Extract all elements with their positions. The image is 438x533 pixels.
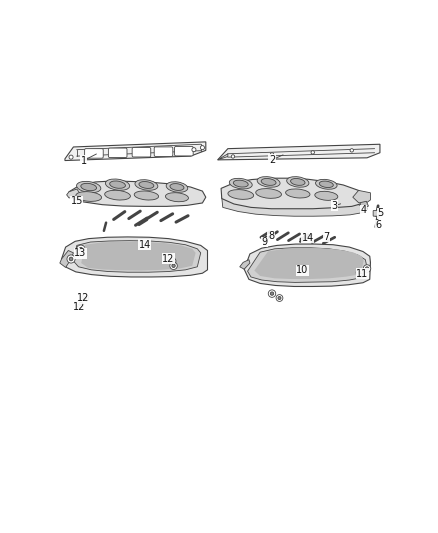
FancyBboxPatch shape bbox=[373, 211, 381, 216]
Circle shape bbox=[278, 296, 281, 300]
Text: 4: 4 bbox=[360, 205, 367, 215]
Ellipse shape bbox=[134, 191, 159, 200]
Circle shape bbox=[356, 269, 363, 276]
Text: 13: 13 bbox=[74, 248, 86, 258]
Ellipse shape bbox=[139, 182, 154, 189]
Text: 15: 15 bbox=[71, 196, 83, 206]
Circle shape bbox=[77, 245, 85, 254]
Circle shape bbox=[276, 295, 283, 302]
FancyBboxPatch shape bbox=[175, 147, 193, 156]
Circle shape bbox=[172, 260, 174, 262]
Circle shape bbox=[79, 247, 83, 252]
Ellipse shape bbox=[135, 180, 158, 190]
Polygon shape bbox=[74, 241, 201, 272]
Circle shape bbox=[69, 155, 73, 159]
Polygon shape bbox=[240, 260, 250, 269]
Ellipse shape bbox=[106, 179, 130, 190]
Circle shape bbox=[350, 149, 353, 152]
Polygon shape bbox=[60, 251, 74, 268]
Text: 14: 14 bbox=[301, 233, 314, 243]
Ellipse shape bbox=[315, 191, 338, 200]
Text: 12: 12 bbox=[78, 293, 90, 303]
Ellipse shape bbox=[261, 179, 276, 185]
Circle shape bbox=[200, 146, 205, 150]
Text: 11: 11 bbox=[356, 269, 368, 279]
Ellipse shape bbox=[166, 193, 188, 201]
Ellipse shape bbox=[81, 183, 96, 191]
Text: 8: 8 bbox=[268, 231, 274, 241]
Polygon shape bbox=[360, 201, 368, 209]
Polygon shape bbox=[247, 248, 366, 282]
Polygon shape bbox=[218, 144, 380, 160]
Circle shape bbox=[84, 296, 87, 300]
Text: 2: 2 bbox=[269, 155, 275, 165]
Circle shape bbox=[358, 271, 361, 274]
Text: 3: 3 bbox=[332, 201, 338, 211]
Circle shape bbox=[67, 255, 75, 263]
Circle shape bbox=[192, 148, 196, 152]
Circle shape bbox=[170, 258, 176, 264]
Ellipse shape bbox=[77, 181, 101, 192]
Circle shape bbox=[69, 257, 73, 261]
Ellipse shape bbox=[256, 189, 282, 198]
Ellipse shape bbox=[228, 190, 254, 199]
Circle shape bbox=[170, 262, 177, 270]
Ellipse shape bbox=[287, 176, 309, 187]
Circle shape bbox=[268, 290, 276, 297]
Polygon shape bbox=[67, 189, 80, 198]
Polygon shape bbox=[61, 237, 208, 277]
Text: 9: 9 bbox=[261, 237, 267, 247]
Ellipse shape bbox=[230, 179, 252, 189]
Text: 10: 10 bbox=[297, 265, 309, 275]
Text: 6: 6 bbox=[375, 220, 381, 230]
Ellipse shape bbox=[319, 181, 333, 188]
Ellipse shape bbox=[286, 189, 310, 198]
Ellipse shape bbox=[290, 179, 305, 185]
Polygon shape bbox=[218, 154, 228, 160]
Ellipse shape bbox=[166, 182, 188, 192]
Polygon shape bbox=[69, 181, 206, 206]
Ellipse shape bbox=[105, 190, 131, 200]
Text: 7: 7 bbox=[323, 231, 329, 241]
Ellipse shape bbox=[170, 183, 184, 190]
Circle shape bbox=[270, 153, 274, 156]
Circle shape bbox=[77, 300, 84, 308]
Text: 5: 5 bbox=[378, 208, 384, 218]
Text: 14: 14 bbox=[138, 240, 151, 250]
Text: 12: 12 bbox=[73, 302, 85, 311]
Circle shape bbox=[78, 302, 82, 305]
Polygon shape bbox=[244, 244, 371, 286]
Text: 12: 12 bbox=[162, 254, 175, 264]
Polygon shape bbox=[81, 241, 196, 271]
Circle shape bbox=[363, 265, 371, 272]
Polygon shape bbox=[221, 178, 367, 209]
Ellipse shape bbox=[315, 180, 337, 189]
FancyBboxPatch shape bbox=[85, 149, 103, 158]
FancyBboxPatch shape bbox=[108, 148, 127, 158]
Text: 1: 1 bbox=[81, 156, 87, 166]
Circle shape bbox=[231, 155, 235, 158]
Circle shape bbox=[172, 264, 175, 268]
FancyBboxPatch shape bbox=[154, 147, 173, 156]
FancyBboxPatch shape bbox=[132, 148, 151, 157]
Ellipse shape bbox=[257, 176, 280, 187]
Circle shape bbox=[311, 151, 314, 154]
Polygon shape bbox=[353, 190, 371, 204]
Ellipse shape bbox=[233, 180, 248, 187]
Polygon shape bbox=[222, 197, 367, 216]
Circle shape bbox=[82, 295, 88, 302]
Polygon shape bbox=[254, 248, 364, 279]
Polygon shape bbox=[65, 142, 206, 160]
Ellipse shape bbox=[110, 181, 125, 188]
Ellipse shape bbox=[76, 192, 102, 201]
Circle shape bbox=[365, 267, 369, 270]
Circle shape bbox=[270, 292, 274, 295]
